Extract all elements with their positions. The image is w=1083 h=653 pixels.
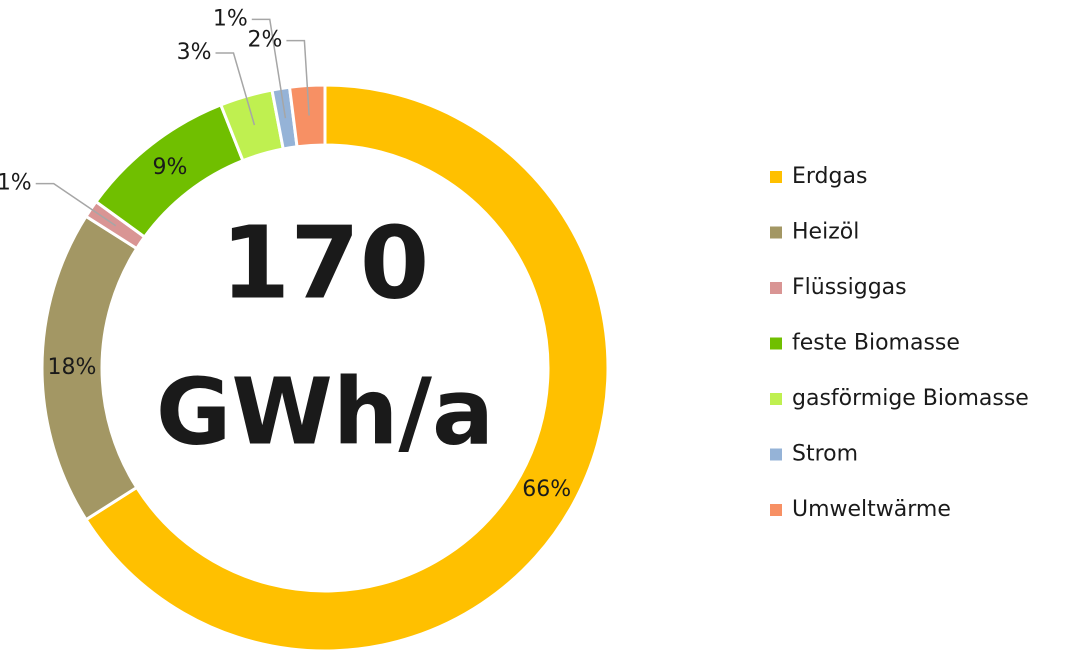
legend-label: Flüssiggas bbox=[792, 275, 907, 300]
center-value: 170 bbox=[221, 204, 430, 321]
legend-swatch bbox=[770, 282, 782, 294]
data-label: 1% bbox=[213, 6, 248, 31]
donut-segment bbox=[287, 83, 327, 149]
legend-label: Erdgas bbox=[792, 164, 867, 189]
legend-swatch bbox=[770, 393, 782, 405]
legend-swatch bbox=[770, 448, 782, 461]
data-label: 2% bbox=[247, 28, 282, 53]
data-label: 3% bbox=[177, 40, 212, 65]
legend-label: feste Biomasse bbox=[792, 331, 960, 356]
legend-label: Umweltwärme bbox=[792, 497, 951, 522]
data-label: 66% bbox=[522, 477, 571, 502]
legend-swatch bbox=[770, 504, 782, 516]
donut-segment bbox=[83, 83, 610, 653]
leader-line bbox=[286, 39, 310, 116]
data-label: 1% bbox=[0, 171, 32, 196]
legend-swatch bbox=[770, 337, 782, 350]
leader-line bbox=[35, 182, 117, 227]
center-unit: GWh/a bbox=[156, 358, 494, 465]
leader-line bbox=[215, 52, 256, 126]
legend-label: gasförmige Biomasse bbox=[792, 386, 1029, 411]
legend-swatch bbox=[770, 226, 782, 239]
legend-swatch bbox=[770, 171, 782, 183]
data-label: 18% bbox=[48, 355, 97, 380]
legend-label: Heizöl bbox=[792, 220, 859, 245]
data-label: 9% bbox=[152, 155, 187, 180]
legend-label: Strom bbox=[792, 442, 858, 467]
leader-line bbox=[251, 18, 287, 119]
